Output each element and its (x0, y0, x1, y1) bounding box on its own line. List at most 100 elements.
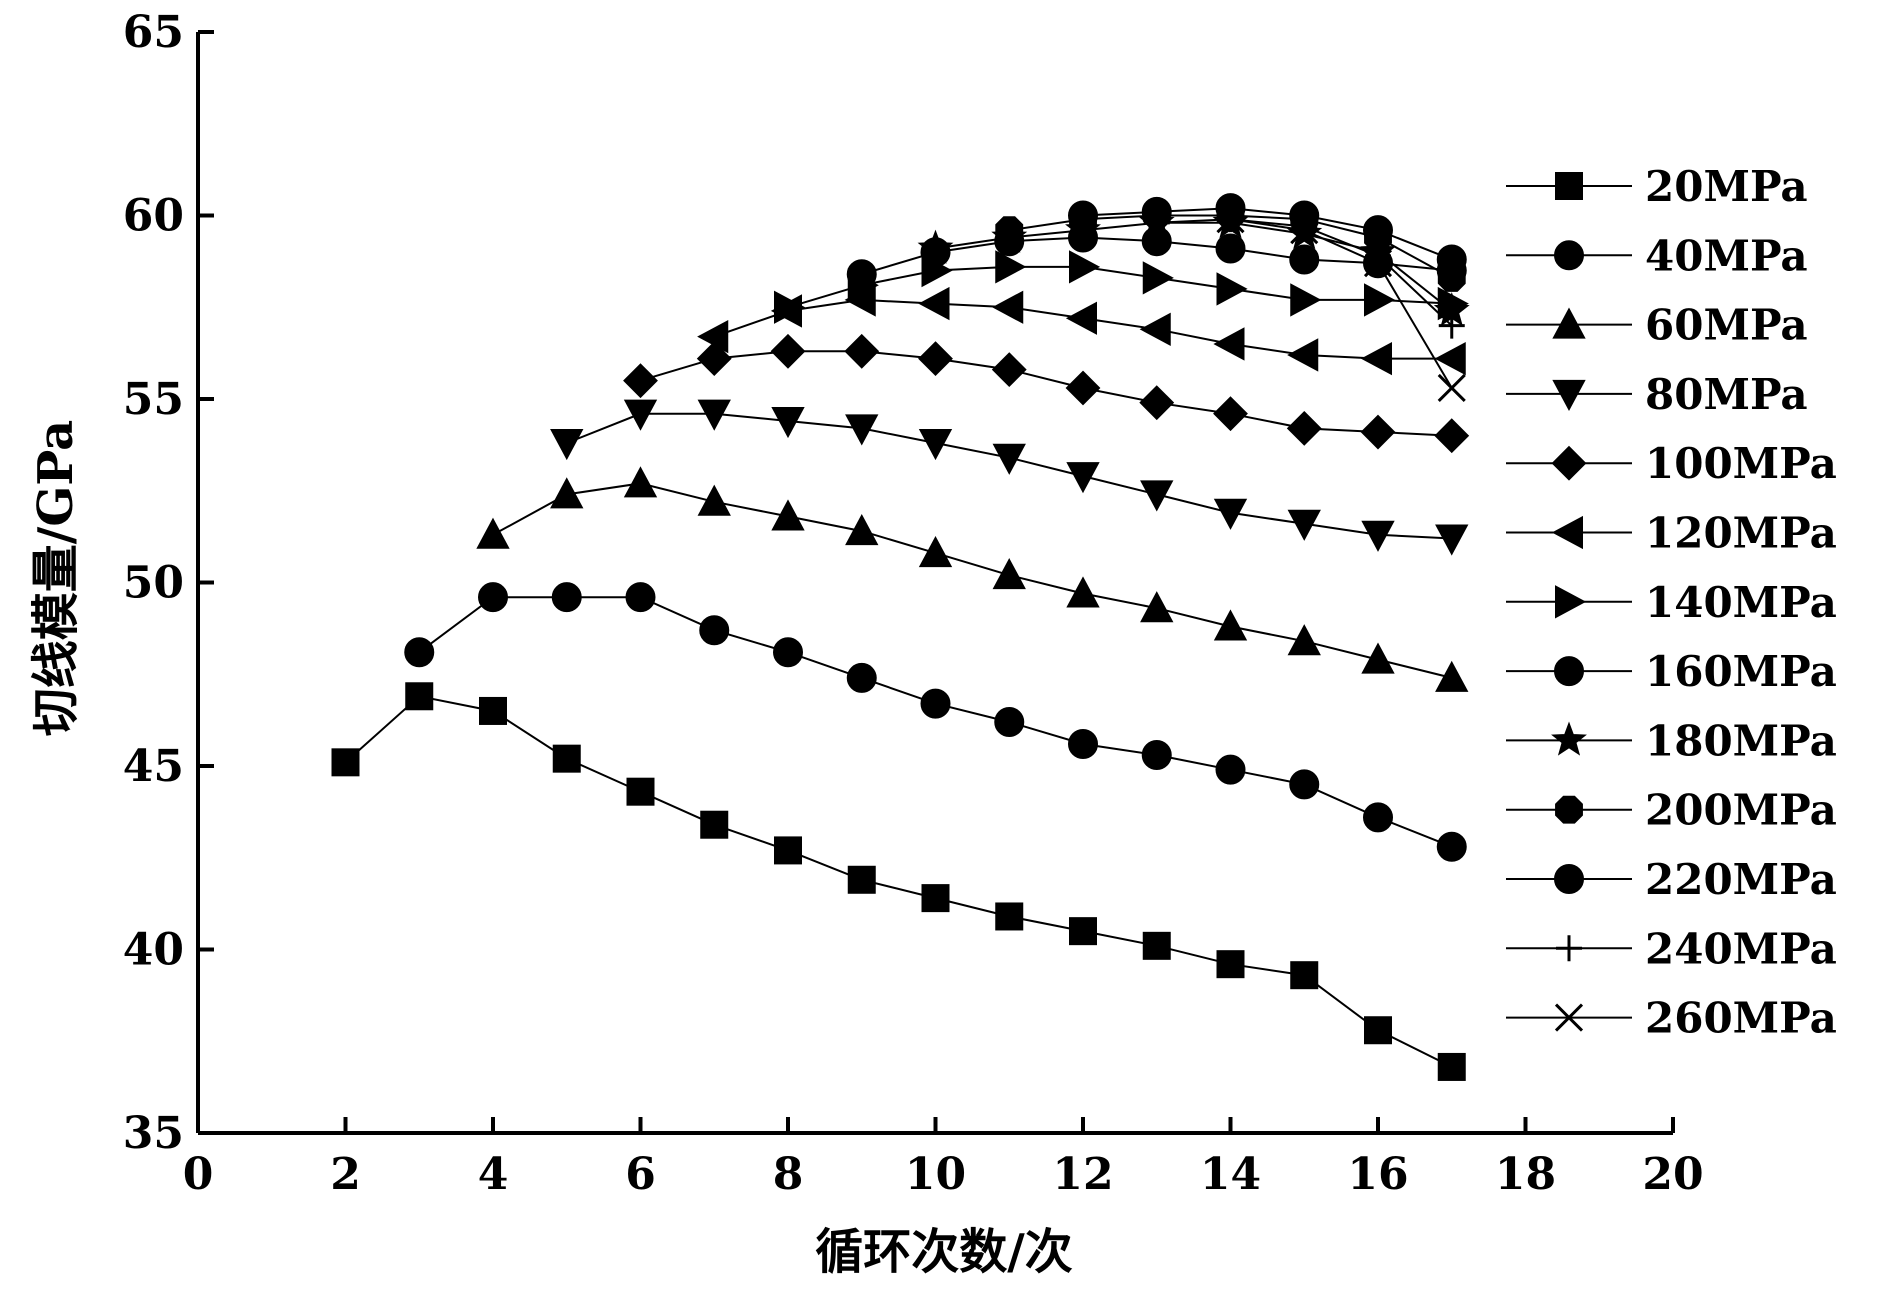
data-point-140MPa (774, 290, 806, 324)
data-point-20MPa (1437, 1052, 1466, 1081)
data-point-140MPa (1364, 283, 1396, 317)
data-point-40MPa (846, 662, 877, 693)
data-point-40MPa (1289, 769, 1320, 800)
data-point-20MPa (1290, 961, 1319, 990)
data-point-160MPa (1289, 244, 1320, 275)
y-tick-label: 35 (123, 1108, 184, 1159)
data-point-20MPa (1142, 931, 1171, 960)
legend-marker (1551, 515, 1583, 550)
legend-item-200MPa: 200MPa (1506, 786, 1837, 835)
data-point-80MPa (992, 443, 1026, 475)
data-point-40MPa (478, 582, 508, 613)
y-tick-label: 45 (123, 741, 184, 792)
data-point-120MPa (697, 319, 729, 354)
data-point-40MPa (920, 688, 951, 719)
legend-item-240MPa: 240MPa (1506, 924, 1837, 973)
legend-marker (1551, 721, 1587, 756)
data-point-80MPa (550, 429, 584, 461)
data-point-140MPa (995, 250, 1027, 284)
legend-label: 180MPa (1645, 716, 1837, 765)
x-axis-title: 循环次数/次 (815, 1224, 1073, 1280)
legend-marker (1555, 795, 1583, 824)
data-point-120MPa (1434, 341, 1466, 376)
legend-item-60MPa: 60MPa (1506, 301, 1808, 350)
data-point-120MPa (1065, 301, 1097, 335)
data-point-20MPa (1069, 917, 1097, 946)
data-point-220MPa (1363, 215, 1393, 246)
data-point-220MPa (1068, 200, 1098, 231)
data-point-80MPa (1287, 509, 1321, 541)
legend-item-180MPa: 180MPa (1506, 716, 1837, 765)
legend-label: 20MPa (1645, 162, 1808, 211)
data-point-260MPa (1216, 205, 1245, 234)
data-point-60MPa (1287, 624, 1321, 656)
series-line-40MPa (418, 596, 1453, 848)
data-point-140MPa (1142, 261, 1174, 295)
y-tick-label: 50 (123, 558, 184, 609)
data-point-140MPa (1290, 283, 1322, 317)
legend-item-260MPa: 260MPa (1506, 994, 1837, 1043)
data-point-40MPa (404, 637, 435, 668)
x-tick-label: 10 (905, 1149, 966, 1200)
data-point-60MPa (845, 514, 879, 546)
x-tick-label: 14 (1200, 1149, 1261, 1200)
data-point-60MPa (697, 484, 731, 516)
legend-item-220MPa: 220MPa (1506, 855, 1837, 904)
legend: 20MPa 40MPa 60MPa 80MPa 100MPa 120MPa 140MPa 16… (1506, 162, 1837, 1043)
data-point-20MPa (847, 865, 876, 894)
data-point-240MPa (1438, 312, 1465, 339)
data-point-100MPa (770, 333, 806, 369)
data-point-40MPa (773, 637, 803, 668)
legend-label: 60MPa (1645, 301, 1808, 350)
legend-item-40MPa: 40MPa (1506, 231, 1808, 280)
data-point-40MPa (551, 582, 582, 613)
legend-marker (1554, 656, 1584, 687)
series-line-20MPa (344, 695, 1453, 1068)
data-point-260MPa (1290, 216, 1319, 245)
data-point-20MPa (700, 810, 729, 839)
data-point-100MPa (1286, 410, 1322, 446)
legend-marker (1555, 585, 1587, 619)
data-point-120MPa (1287, 338, 1319, 372)
data-point-240MPa (1291, 213, 1318, 240)
data-point-60MPa (1140, 591, 1174, 623)
x-tick-label: 2 (330, 1149, 361, 1200)
legend-marker (1551, 445, 1587, 481)
legend-marker (1554, 864, 1584, 894)
y-tick-label: 55 (123, 374, 184, 425)
data-point-120MPa (992, 290, 1024, 324)
data-point-260MPa (1437, 373, 1466, 403)
data-point-60MPa (1213, 609, 1248, 641)
data-point-40MPa (1363, 802, 1393, 833)
legend-marker (1556, 935, 1582, 962)
legend-item-20MPa: 20MPa (1506, 162, 1808, 211)
data-point-60MPa (992, 558, 1026, 590)
data-point-40MPa (1215, 754, 1246, 785)
legend-label: 80MPa (1645, 370, 1808, 419)
data-point-80MPa (1140, 480, 1174, 512)
legend-marker (1555, 172, 1583, 200)
series-line-120MPa (713, 298, 1452, 360)
data-point-160MPa (846, 259, 877, 290)
data-point-100MPa (1065, 370, 1101, 406)
data-point-120MPa (918, 286, 950, 321)
y-tick-label: 65 (123, 7, 184, 58)
data-point-60MPa (476, 517, 510, 549)
x-tick-label: 8 (773, 1149, 804, 1200)
data-point-100MPa (1139, 385, 1175, 421)
legend-label: 140MPa (1645, 578, 1837, 627)
data-point-100MPa (1213, 396, 1248, 432)
legend-item-120MPa: 120MPa (1506, 509, 1837, 558)
axes: 0 2 4 6 8 10 12 14 16 18 20 35 40 45 50 55 60 65 (123, 7, 1704, 1200)
series-line-80MPa (566, 412, 1452, 540)
data-point-120MPa (1139, 312, 1171, 346)
x-tick-label: 0 (183, 1149, 214, 1200)
data-point-160MPa (1215, 233, 1246, 264)
data-point-80MPa (845, 414, 879, 446)
data-point-80MPa (771, 407, 805, 439)
data-point-60MPa (1066, 576, 1100, 608)
data-point-40MPa (699, 615, 730, 646)
data-point-220MPa (1436, 244, 1467, 275)
